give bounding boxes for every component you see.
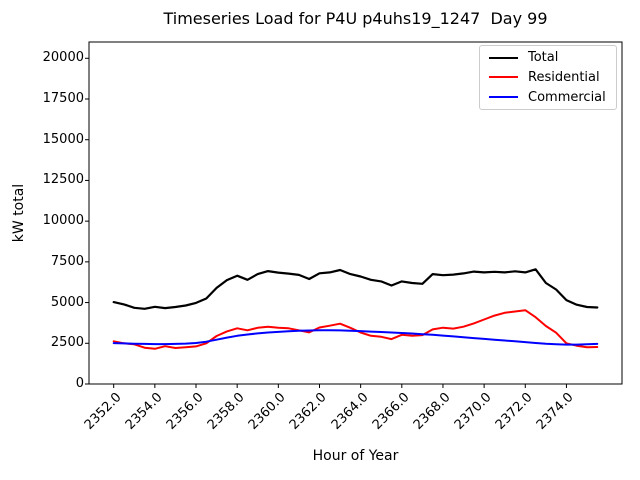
- legend-label-commercial: Commercial: [528, 89, 606, 105]
- legend-label-total: Total: [528, 50, 559, 66]
- y-tick-label: 17500: [42, 91, 84, 106]
- y-tick-label: 10000: [42, 213, 84, 229]
- y-tick-label: 7500: [50, 253, 84, 269]
- y-tick-label: 0: [75, 376, 84, 391]
- total-line: [112, 268, 599, 310]
- y-tick-label: 2500: [50, 335, 84, 351]
- y-tick-label: 5000: [50, 294, 84, 310]
- legend-item-commercial: Commercial: [480, 90, 616, 105]
- commercial-line-swatch: [489, 96, 518, 99]
- legend: Total Residential Commercial: [479, 45, 617, 110]
- commercial-line: [112, 329, 599, 346]
- chart-title: Timeseries Load for P4U p4uhs19_1247 Day…: [163, 9, 548, 28]
- y-tick-label: 15000: [42, 131, 84, 147]
- y-tick-label: 20000: [42, 50, 84, 66]
- legend-label-residential: Residential: [528, 69, 600, 85]
- x-axis-label: Hour of Year: [312, 448, 399, 464]
- axes-frame: [88, 41, 623, 385]
- y-tick-label: 12500: [42, 172, 84, 188]
- legend-item-total: Total: [480, 50, 616, 65]
- legend-item-residential: Residential: [480, 70, 616, 85]
- total-line-swatch: [489, 56, 518, 59]
- residential-line-swatch: [489, 76, 518, 79]
